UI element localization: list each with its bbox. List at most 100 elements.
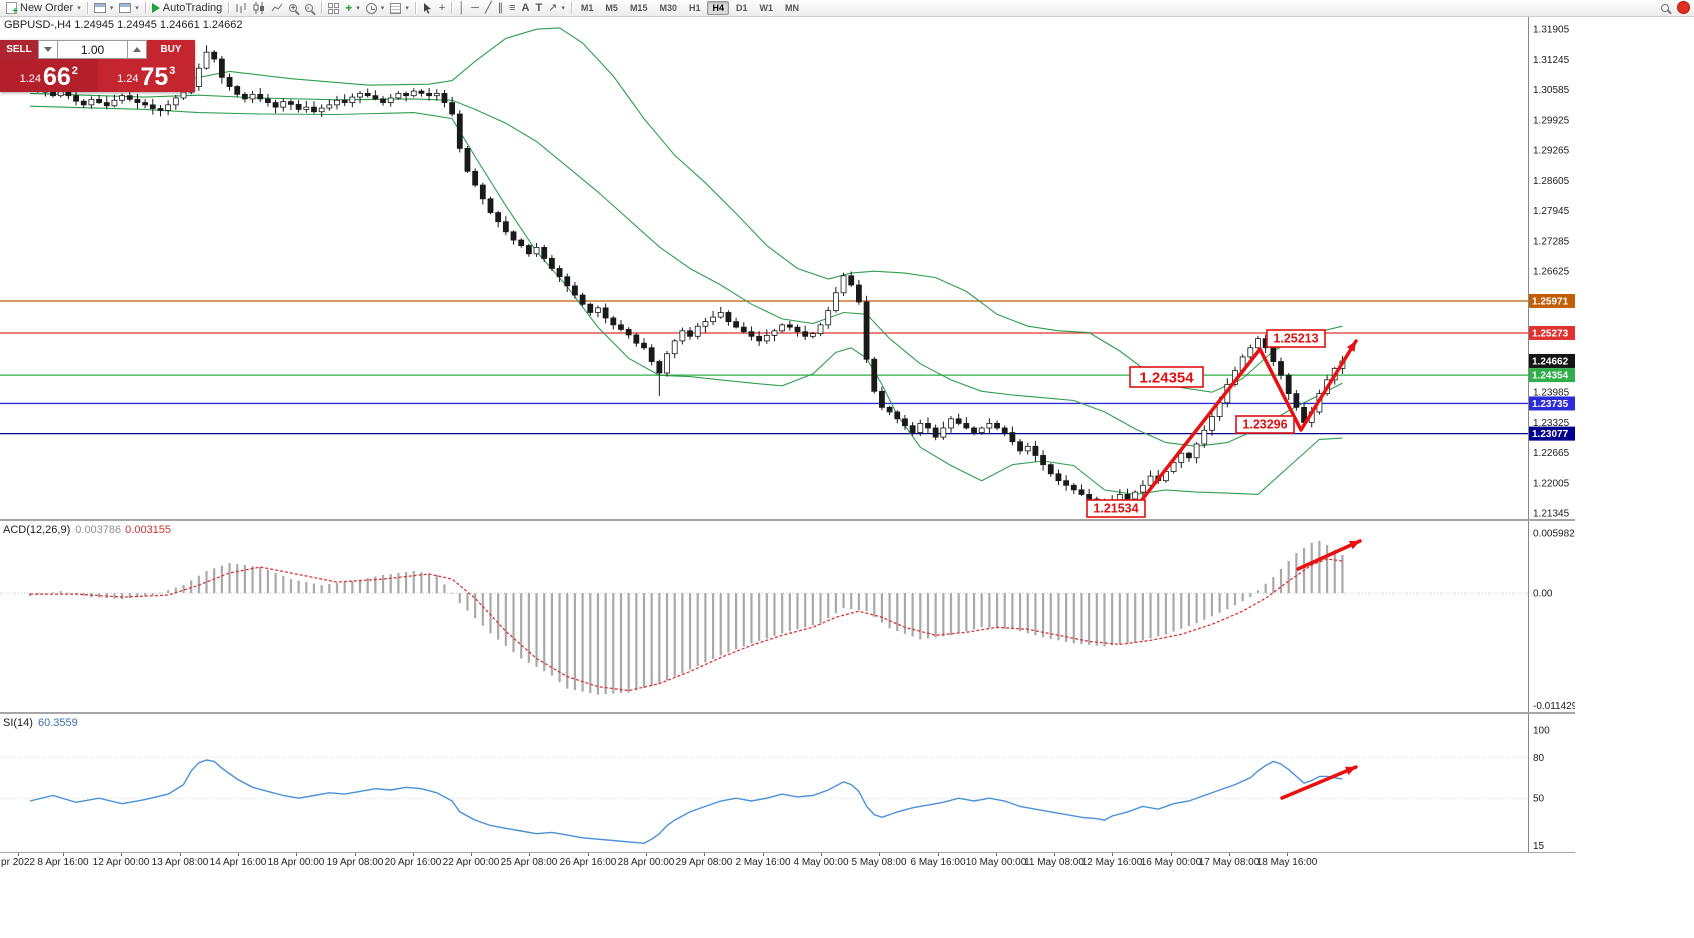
- label-tool[interactable]: T: [532, 1, 545, 16]
- sell-price-point: 2: [71, 65, 78, 77]
- price-callout-box: [1235, 415, 1295, 434]
- zoom-out-button[interactable]: -: [302, 1, 318, 16]
- time-axis-label: 13 Apr 08:00: [151, 857, 209, 868]
- candlestick-mode-button[interactable]: [250, 1, 268, 16]
- add-indicator-icon: +: [345, 0, 353, 15]
- time-axis-tick: [529, 853, 530, 856]
- zoom-in-button[interactable]: +: [286, 1, 302, 16]
- price-axis-label: 1.29265: [1533, 146, 1570, 157]
- price-tag-label: 1.25971: [1532, 296, 1569, 307]
- bar-chart-mode-button[interactable]: [232, 1, 250, 16]
- trend-arrow-head: [1345, 766, 1356, 776]
- macd-indicator-label: ACD(12,26,9) 0.003786 0.003155: [3, 524, 171, 536]
- time-axis-tick: [879, 853, 880, 856]
- timeframe-D1[interactable]: D1: [736, 3, 748, 13]
- price-tag: [1529, 325, 1575, 340]
- arrows-tool[interactable]: ↗: [545, 1, 568, 16]
- text-tool[interactable]: A: [518, 1, 532, 16]
- time-axis-tick: [296, 853, 297, 856]
- buy-price-point: 3: [169, 65, 176, 77]
- tile-windows-button[interactable]: [325, 1, 342, 16]
- notification-badge[interactable]: [1677, 1, 1690, 14]
- timeframe-W1[interactable]: W1: [759, 3, 774, 13]
- price-chart-panel[interactable]: 1.31905 1.31245 1.30585 1.29925 1.29265 1.286…: [0, 17, 1575, 519]
- volume-increase-button[interactable]: [127, 40, 147, 59]
- macd-panel[interactable]: 0.005982 0.00 -0.011429: [0, 521, 1575, 712]
- sell-price-display[interactable]: 1.24 66 2: [0, 59, 98, 92]
- volume-input[interactable]: 1.00: [58, 40, 127, 59]
- price-tag-label: 1.24354: [1532, 371, 1569, 382]
- time-axis-label: 12 Apr 00:00: [92, 857, 150, 868]
- text-tool-icon: A: [521, 1, 530, 14]
- line-chart-mode-button[interactable]: [268, 1, 286, 16]
- channel-tool[interactable]: ∥: [495, 1, 507, 16]
- vertical-line-tool[interactable]: │: [455, 1, 468, 16]
- chart-profiles-icon: [119, 3, 132, 13]
- volume-decrease-button[interactable]: [38, 40, 58, 59]
- new-order-icon: [6, 2, 18, 16]
- cursor-tool-button[interactable]: [419, 1, 436, 16]
- panel-splitter[interactable]: [0, 712, 1575, 714]
- time-axis-label: 12 May 16:00: [1081, 857, 1143, 868]
- price-callout-box: [1086, 499, 1146, 518]
- new-chart-icon: [93, 3, 106, 13]
- bollinger-middle: [29, 92, 1343, 447]
- panel-splitter[interactable]: [0, 519, 1575, 521]
- macd-signal-line: [30, 558, 1343, 692]
- timeframe-M30[interactable]: M30: [659, 3, 677, 13]
- price-axis-label: 1.21345: [1533, 509, 1570, 520]
- time-axis-label: 19 Apr 08:00: [326, 857, 384, 868]
- bollinger-lower: [29, 105, 1343, 495]
- rsi-axis-label: 50: [1533, 794, 1545, 805]
- buy-button[interactable]: BUY: [147, 40, 195, 59]
- timeframe-toolbar: M1 M5 M15 M30 H1 H4 D1 W1 MN: [575, 1, 805, 15]
- add-indicator-button[interactable]: +: [342, 1, 363, 16]
- separator: [144, 2, 146, 14]
- search-icon[interactable]: [1661, 3, 1669, 12]
- template-icon: [390, 2, 402, 14]
- timeframe-M15[interactable]: M15: [629, 3, 648, 13]
- price-axis-label: 1.23325: [1533, 418, 1570, 429]
- price-axis-label: 1.22665: [1533, 448, 1570, 459]
- time-axis-tick: [821, 853, 822, 856]
- chart-profiles-button[interactable]: [116, 1, 142, 16]
- crosshair-tool-button[interactable]: +: [436, 1, 448, 16]
- time-axis-tick: [413, 853, 414, 856]
- buy-price-display[interactable]: 1.24 75 3: [97, 59, 195, 92]
- price-tag: [1529, 293, 1575, 308]
- rsi-axis-label: 80: [1533, 753, 1545, 764]
- price-axis-label: 1.31905: [1533, 25, 1570, 36]
- fibonacci-tool[interactable]: ≡: [506, 1, 518, 16]
- time-axis-label: 5 May 08:00: [851, 857, 907, 868]
- timeframe-H4[interactable]: H4: [707, 1, 729, 15]
- new-order-button[interactable]: New Order: [3, 1, 84, 16]
- period-button[interactable]: [363, 1, 388, 16]
- template-button[interactable]: [387, 1, 412, 16]
- tile-windows-icon: [328, 2, 340, 14]
- timeframe-H1[interactable]: H1: [688, 3, 701, 13]
- time-axis-label: 26 Apr 16:00: [559, 857, 617, 868]
- time-axis-label: 28 Apr 00:00: [617, 857, 675, 868]
- new-chart-button[interactable]: [91, 1, 117, 16]
- timeframe-MN[interactable]: MN: [785, 3, 800, 13]
- chart-ohlc-header: GBPUSD-,H4 1.24945 1.24945 1.24661 1.246…: [4, 19, 243, 31]
- autotrading-button[interactable]: AutoTrading: [149, 1, 226, 16]
- trendline-tool[interactable]: ╱: [482, 1, 495, 16]
- candles: [27, 45, 1346, 511]
- rsi-value: 60.3559: [37, 717, 78, 729]
- timeframe-M1[interactable]: M1: [580, 3, 594, 13]
- time-axis-label: 6 May 16:00: [910, 857, 966, 868]
- trend-arrow: [1296, 539, 1362, 571]
- main-toolbar: New Order AutoTrading + - +: [0, 0, 1694, 17]
- rsi-panel[interactable]: 100 80 50 15: [0, 714, 1575, 852]
- time-axis-label: 18 May 16:00: [1256, 857, 1318, 868]
- horizontal-line-tool[interactable]: ─: [468, 1, 482, 16]
- time-axis-label: 10 May 00:00: [965, 857, 1027, 868]
- vertical-line-icon: │: [458, 1, 466, 14]
- time-axis[interactable]: pr 2022 8 Apr 16:00 12 Apr 00:00 13 Apr 08:…: [0, 853, 1575, 871]
- price-tag: [1529, 426, 1575, 441]
- price-callout-label: 1.25213: [1273, 332, 1318, 346]
- price-axis-label: 1.26625: [1533, 267, 1570, 278]
- timeframe-M5[interactable]: M5: [605, 3, 618, 13]
- sell-button[interactable]: SELL: [0, 40, 38, 59]
